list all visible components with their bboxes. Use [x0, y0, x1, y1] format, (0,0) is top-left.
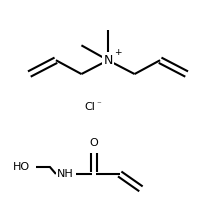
Text: N: N: [103, 54, 113, 67]
Text: ⁻: ⁻: [96, 100, 101, 109]
Text: Cl: Cl: [84, 102, 95, 112]
Text: +: +: [114, 48, 122, 57]
Text: HO: HO: [13, 162, 30, 172]
Text: NH: NH: [57, 169, 74, 179]
Text: O: O: [90, 138, 98, 148]
